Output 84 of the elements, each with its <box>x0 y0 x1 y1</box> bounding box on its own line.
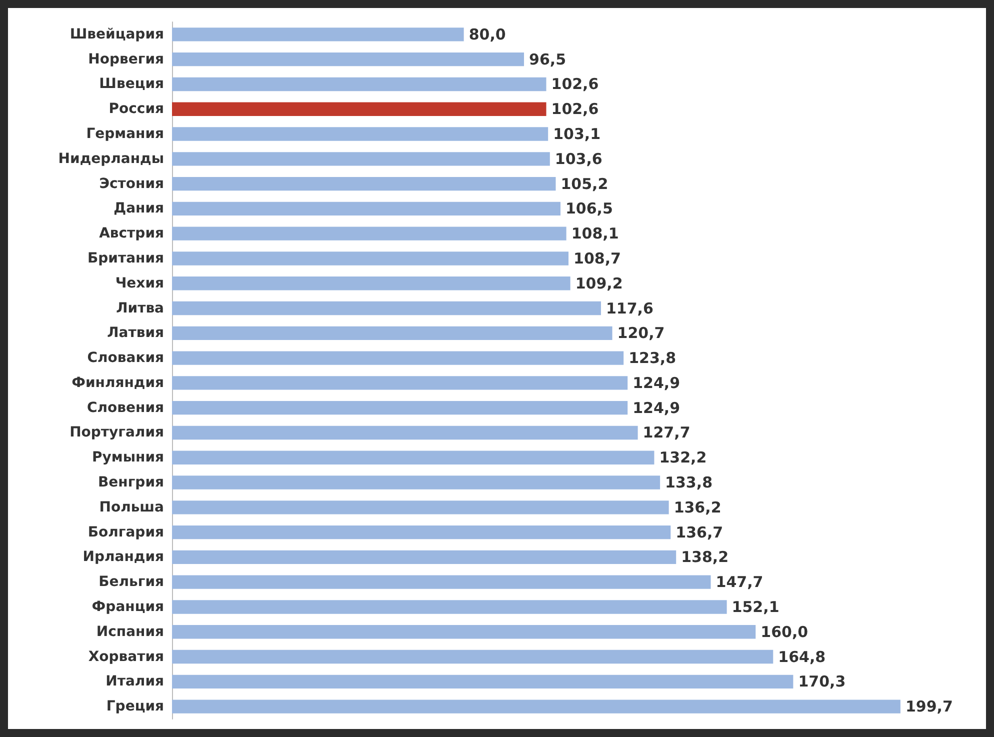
data-label: 127,7 <box>642 424 690 442</box>
data-label: 136,2 <box>674 498 722 516</box>
data-label: 136,7 <box>676 523 724 542</box>
y-tick-label: Нидерланды <box>58 150 164 167</box>
bar <box>172 575 711 589</box>
bar <box>172 476 660 490</box>
data-label: 103,1 <box>553 125 601 144</box>
data-label: 106,5 <box>565 200 613 218</box>
y-tick-label: Швеция <box>99 76 164 92</box>
y-tick-label: Швейцария <box>70 26 164 42</box>
data-label: 199,7 <box>905 698 953 716</box>
y-tick-label: Ирландия <box>82 549 164 566</box>
bar <box>172 301 601 316</box>
y-tick-label: Франция <box>92 598 164 615</box>
y-tick-label: Испания <box>96 624 164 640</box>
y-tick-label: Эстония <box>99 176 164 192</box>
y-tick-label: Словакия <box>87 350 164 366</box>
bar <box>172 226 566 240</box>
y-tick-label: Болгария <box>88 524 164 540</box>
y-tick-label: Норвегия <box>88 51 164 68</box>
bar <box>172 700 900 714</box>
bar <box>172 674 794 689</box>
data-label: 138,2 <box>681 548 729 566</box>
y-tick-label: Бельгия <box>98 574 164 590</box>
data-label: 120,7 <box>617 324 665 342</box>
data-label: 123,8 <box>628 349 676 368</box>
data-label: 102,6 <box>551 75 599 94</box>
bar <box>172 77 546 92</box>
y-tick-label: Австрия <box>99 226 164 242</box>
y-tick-label: Британия <box>87 250 164 266</box>
y-tick-label: Чехия <box>115 275 164 292</box>
data-label: 147,7 <box>716 573 764 592</box>
y-tick-label: Словения <box>87 400 164 416</box>
bar <box>172 28 464 42</box>
data-label: 105,2 <box>560 174 608 193</box>
y-tick-label: Португалия <box>70 424 164 441</box>
data-label: 96,5 <box>529 50 566 68</box>
y-tick-label: Венгрия <box>98 474 164 491</box>
bar <box>172 650 774 664</box>
data-label: 108,1 <box>571 224 619 243</box>
bar <box>172 326 612 340</box>
bar <box>172 127 548 141</box>
data-label: 108,7 <box>574 249 621 268</box>
bar <box>172 525 671 540</box>
bar <box>172 102 546 116</box>
bar <box>172 625 756 639</box>
y-tick-label: Литва <box>116 300 164 316</box>
y-tick-label: Финляндия <box>72 374 164 391</box>
data-label: 152,1 <box>732 598 780 616</box>
data-label: 103,6 <box>554 150 602 168</box>
y-tick-label: Греция <box>106 698 164 715</box>
y-tick-label: Латвия <box>107 325 164 342</box>
bar <box>172 450 654 464</box>
data-label: 102,6 <box>551 100 599 118</box>
data-label: 109,2 <box>575 274 623 292</box>
bar <box>172 550 676 564</box>
y-tick-label: Хорватия <box>88 648 164 665</box>
bar <box>172 52 524 66</box>
y-tick-label: Германия <box>86 126 164 142</box>
y-tick-label: Польша <box>99 499 164 516</box>
y-tick-label: Дания <box>114 200 164 217</box>
y-tick-label: Италия <box>106 674 164 690</box>
bar <box>172 500 669 514</box>
bar <box>172 351 624 365</box>
bar <box>172 376 628 390</box>
data-label: 164,8 <box>778 648 826 666</box>
y-tick-label: Россия <box>108 101 164 118</box>
data-label: 124,9 <box>632 374 680 392</box>
bar <box>172 152 550 166</box>
bar <box>172 400 628 415</box>
bar <box>172 276 570 290</box>
y-tick-label: Румыния <box>92 450 164 466</box>
data-label: 124,9 <box>632 398 680 417</box>
data-label: 170,3 <box>798 672 846 691</box>
data-label: 132,2 <box>659 448 707 467</box>
data-label: 80,0 <box>468 25 506 44</box>
bar <box>172 176 556 191</box>
bar <box>172 252 568 266</box>
bar <box>172 426 638 440</box>
data-label: 117,6 <box>606 299 654 318</box>
data-label: 133,8 <box>665 474 713 492</box>
bar <box>172 202 560 216</box>
data-label: 160,0 <box>760 622 808 641</box>
bar <box>172 600 727 614</box>
